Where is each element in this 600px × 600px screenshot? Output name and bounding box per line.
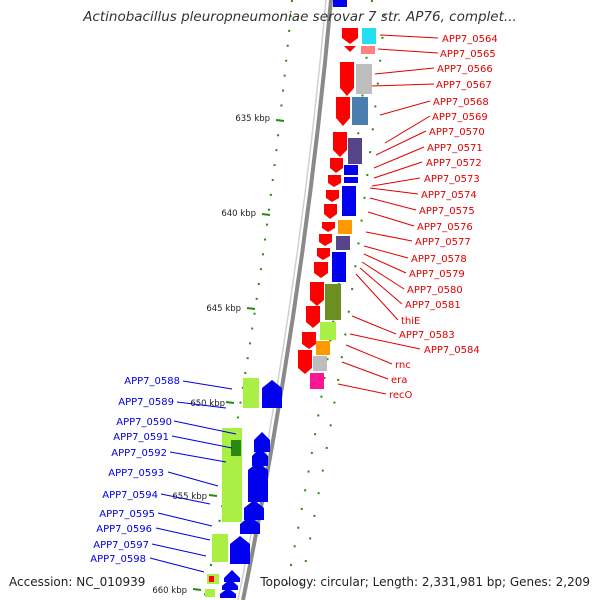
tick-label-655: 655 kbp — [172, 492, 207, 502]
gene-label: APP7_0570 — [429, 127, 485, 138]
gene-label: APP7_0564 — [442, 34, 498, 45]
kbp-ticks — [192, 119, 285, 591]
gene-label: APP7_0590 — [116, 417, 172, 428]
tick-label-650: 650 kbp — [190, 399, 225, 409]
gene-feature-cyan — [362, 28, 376, 44]
left-gene-labels: APP7_0588 APP7_0589 APP7_0590 APP7_0591 … — [90, 376, 180, 565]
left-block-features — [205, 378, 282, 598]
gene-label: APP7_0577 — [415, 237, 471, 248]
gene-label: recO — [389, 390, 413, 401]
gene-feature-pink — [361, 46, 375, 54]
gene-label: APP7_0583 — [399, 330, 455, 341]
right-leader-lines — [337, 34, 439, 395]
gene-label: APP7_0569 — [432, 112, 488, 123]
gene-label: APP7_0581 — [405, 300, 461, 311]
gene-label: APP7_0573 — [424, 174, 480, 185]
right-gene-labels: APP7_0564 APP7_0565 APP7_0566 APP7_0567 … — [389, 34, 498, 401]
left-leader-lines — [149, 380, 237, 573]
gene-label: APP7_0578 — [411, 254, 467, 265]
gene-feature-olive — [325, 284, 341, 320]
gene-label: APP7_0579 — [409, 269, 465, 280]
gene-feature-blue — [344, 177, 358, 183]
gene-label: APP7_0594 — [102, 490, 158, 501]
gene-label: APP7_0565 — [440, 49, 496, 60]
tick-label-635: 635 kbp — [235, 114, 270, 124]
gene-feature-blue — [344, 165, 358, 175]
forward-strand-features — [310, 0, 376, 389]
gene-feature-orange — [338, 220, 352, 234]
inner-track-2 — [297, 0, 387, 600]
tick-label-640: 640 kbp — [221, 209, 256, 219]
gene-label: APP7_0572 — [426, 158, 482, 169]
gene-feature-lime — [320, 322, 336, 340]
gene-label: APP7_0592 — [111, 448, 167, 459]
tick-label-660: 660 kbp — [152, 586, 187, 596]
topology-text: Topology: circular; Length: 2,331,981 bp… — [260, 575, 590, 589]
gene-label: APP7_0591 — [113, 432, 169, 443]
gene-label: APP7_0589 — [118, 397, 174, 408]
tick-label-645: 645 kbp — [206, 304, 241, 314]
gene-feature-grey — [313, 356, 327, 371]
gene-feature-purple — [348, 138, 362, 164]
map-title: Actinobacillus pleuropneumoniae serovar … — [83, 9, 517, 25]
gene-feature-blue — [342, 186, 356, 216]
gene-label: rnc — [395, 360, 411, 371]
gene-label: APP7_0571 — [427, 143, 483, 154]
gene-label: APP7_0584 — [424, 345, 480, 356]
gene-label: APP7_0593 — [108, 468, 164, 479]
gene-feature-orange — [316, 341, 330, 355]
gene-label: APP7_0588 — [124, 376, 180, 387]
gene-feature-steel — [352, 97, 368, 125]
gene-label: APP7_0574 — [421, 190, 477, 201]
accession-text: Accession: NC_010939 — [9, 575, 146, 589]
gene-label: APP7_0566 — [437, 64, 493, 75]
gene-feature-blue — [333, 0, 347, 7]
gene-label: thiE — [401, 316, 420, 327]
gene-feature-grey — [356, 64, 372, 94]
gene-label: APP7_0576 — [417, 222, 473, 233]
gene-label: APP7_0575 — [419, 206, 475, 217]
gene-feature-blue — [332, 252, 346, 282]
gene-label: APP7_0595 — [99, 509, 155, 520]
gene-label: APP7_0568 — [433, 97, 489, 108]
gene-label: APP7_0596 — [96, 524, 152, 535]
gene-feature-purple — [336, 236, 350, 250]
gene-label: era — [391, 375, 407, 386]
gene-label: APP7_0598 — [90, 554, 146, 565]
gene-label: APP7_0597 — [93, 540, 149, 551]
gene-feature-magenta — [310, 373, 324, 389]
gene-label: APP7_0580 — [407, 285, 463, 296]
gene-label: APP7_0567 — [436, 80, 492, 91]
reverse-strand-features — [298, 28, 358, 374]
